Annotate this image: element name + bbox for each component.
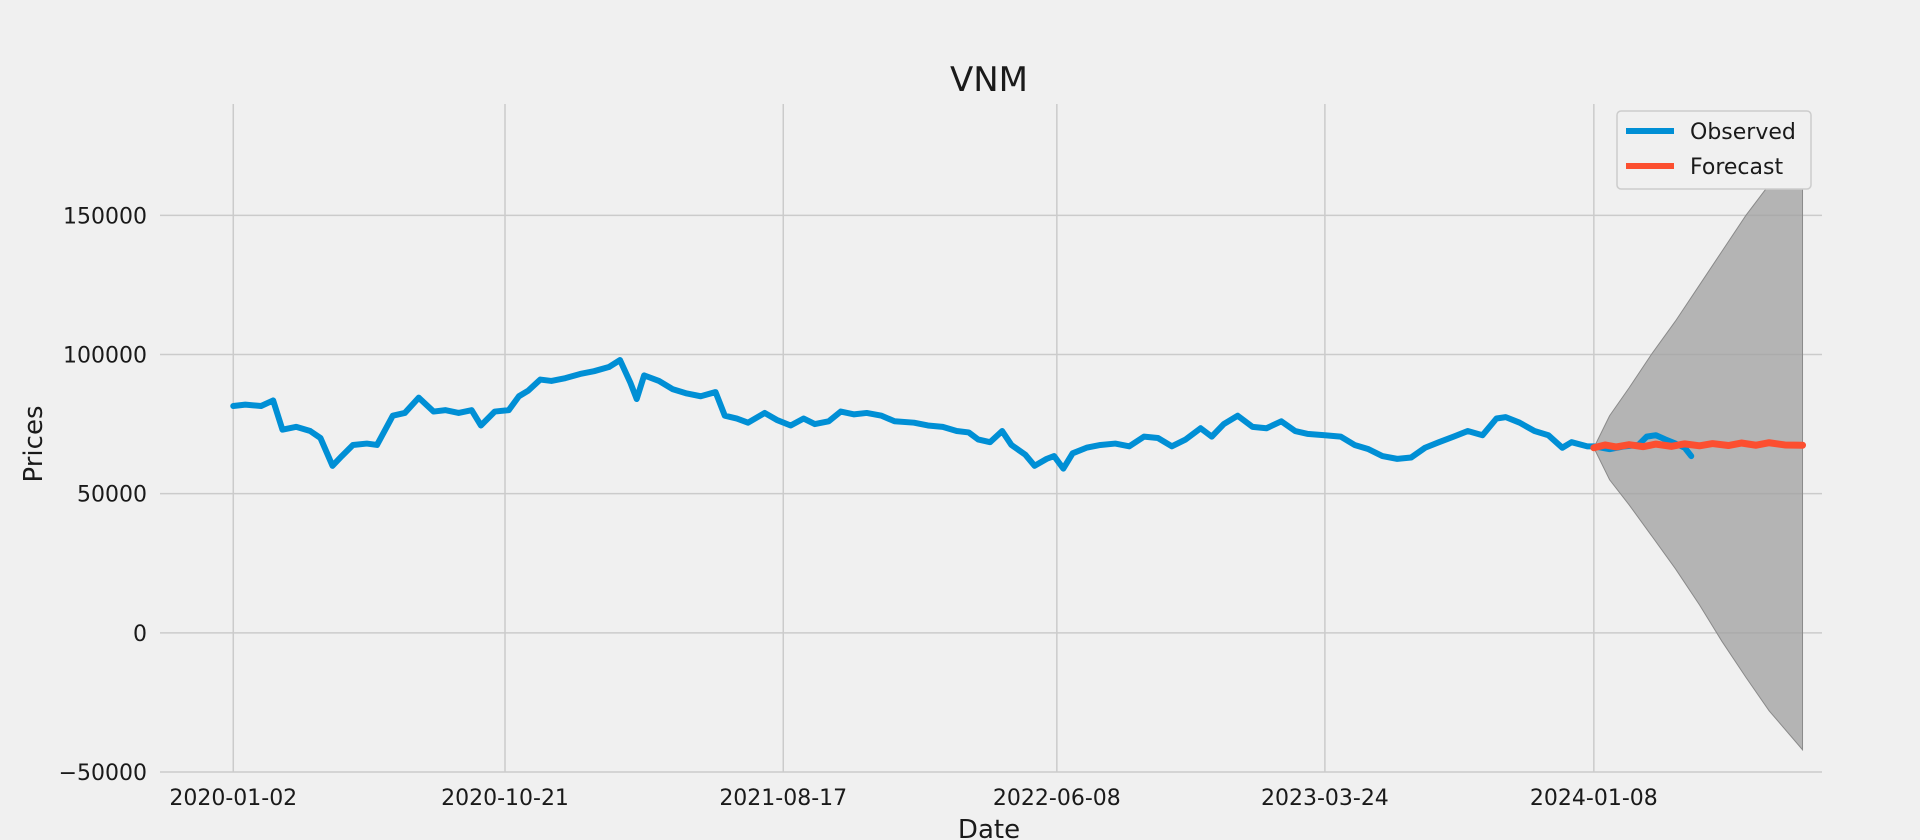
legend-label-forecast: Forecast (1690, 155, 1783, 180)
legend-label-observed: Observed (1690, 120, 1796, 145)
x-axis-label: Date (958, 815, 1020, 840)
grid-lines (160, 104, 1822, 773)
x-tick-label: 2023-03-24 (1261, 786, 1389, 811)
y-tick-label: 0 (133, 622, 147, 647)
series-lines (230, 357, 1807, 472)
series-line-observed (230, 357, 1695, 472)
legend: Observed Forecast (1616, 110, 1812, 190)
y-axis-label: Prices (19, 406, 49, 483)
x-tick-label: 2022-06-08 (993, 786, 1121, 811)
x-tick-label: 2021-08-17 (719, 786, 847, 811)
x-tick-label: 2020-10-21 (441, 786, 569, 811)
series-line-forecast (1590, 439, 1807, 452)
x-tick-labels: 2020-01-02 2020-10-21 2021-08-17 2022-06-08… (169, 786, 1657, 811)
x-tick-label: 2024-01-08 (1530, 786, 1658, 811)
y-tick-label: 150000 (63, 204, 147, 229)
y-tick-labels: −50000 0 50000 100000 150000 (59, 204, 147, 786)
y-tick-label: −50000 (59, 761, 147, 786)
chart-title: VNM (950, 60, 1028, 100)
y-tick-label: 50000 (77, 483, 147, 508)
x-tick-label: 2020-01-02 (169, 786, 297, 811)
y-tick-label: 100000 (63, 344, 147, 369)
